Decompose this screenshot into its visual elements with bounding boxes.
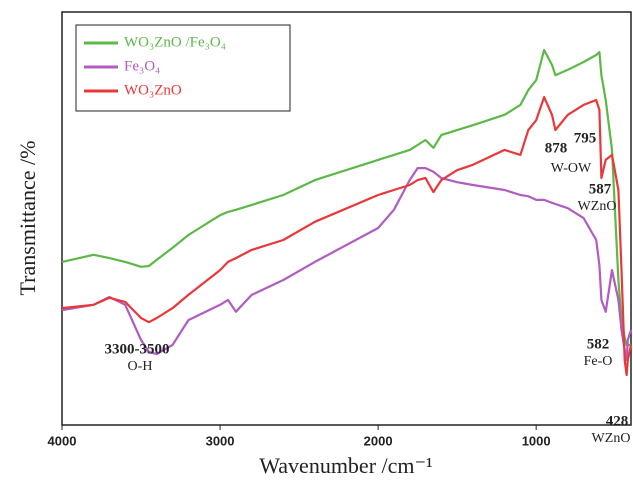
x-tick-label: 4000 (48, 433, 77, 448)
series-line (61, 48, 631, 346)
legend-label: Fe₃O₄ (124, 58, 160, 74)
annotation: 582 (587, 336, 610, 352)
annotation: WZnO (578, 199, 617, 214)
annotation: 795 (574, 130, 597, 146)
legend-label: WO₃ZnO (124, 82, 182, 98)
annotation: 587 (589, 181, 612, 197)
x-tick-label: 3000 (206, 433, 235, 448)
x-axis-label: Wavenumber /cm⁻¹ (259, 453, 432, 478)
x-tick-label: 1000 (522, 433, 551, 448)
annotation: Fe-O (584, 354, 613, 369)
annotation: 428 (606, 413, 629, 429)
legend-label: WO₃ZnO /Fe₃O₄ (124, 34, 226, 50)
y-axis-label: Transmittance /% (15, 141, 40, 296)
series-line (61, 167, 633, 362)
annotation: 3300-3500 (105, 341, 170, 357)
annotation: O-H (128, 359, 153, 374)
plot-frame (61, 11, 632, 426)
series-line (61, 96, 633, 377)
annotation: W-OW (551, 161, 592, 176)
x-tick-label: 2000 (364, 433, 393, 448)
annotation: WZnO (592, 431, 631, 446)
annotation: 878 (545, 140, 568, 156)
